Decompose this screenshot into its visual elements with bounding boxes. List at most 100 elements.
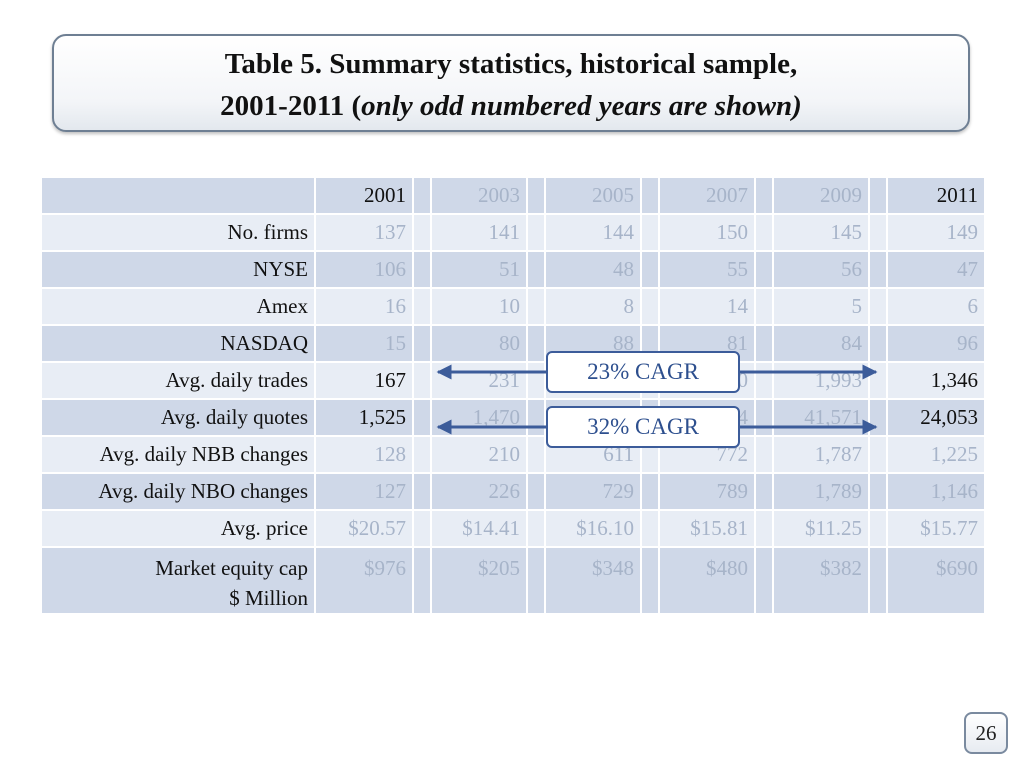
column-gap — [870, 474, 888, 511]
table-cell: 55 — [660, 252, 756, 289]
year-header-2011: 2011 — [888, 178, 986, 215]
table-cell: $205 — [432, 548, 528, 615]
header-label-cell — [42, 178, 316, 215]
column-gap — [528, 215, 546, 252]
column-gap — [870, 252, 888, 289]
header-row: 2001 2003 2005 2007 2009 2011 — [42, 178, 986, 215]
column-gap — [756, 511, 774, 548]
table-row: No. firms 137 141 144 150 145 149 — [42, 215, 986, 252]
column-gap — [414, 252, 432, 289]
table-cell: 8 — [546, 289, 642, 326]
table-cell: 47 — [888, 252, 986, 289]
table-cell: 80 — [432, 326, 528, 363]
year-header-2001: 2001 — [316, 178, 414, 215]
table-cell: 1,525 — [316, 400, 414, 437]
column-gap — [414, 215, 432, 252]
column-gap — [642, 474, 660, 511]
table-cell: 106 — [316, 252, 414, 289]
table-cell: 1,146 — [888, 474, 986, 511]
column-gap — [528, 548, 546, 615]
column-gap — [870, 215, 888, 252]
row-label: Amex — [42, 289, 316, 326]
table-cell: $16.10 — [546, 511, 642, 548]
title-line-2: 2001-2011 (only odd numbered years are s… — [54, 90, 968, 123]
table-cell: 150 — [660, 215, 756, 252]
row-label: Avg. daily NBB changes — [42, 437, 316, 474]
table-cell: 14 — [660, 289, 756, 326]
column-gap — [870, 178, 888, 215]
table-cell: 141 — [432, 215, 528, 252]
row-label: Market equity cap $ Million — [42, 548, 316, 615]
table-cell: 226 — [432, 474, 528, 511]
column-gap — [642, 511, 660, 548]
row-label: Avg. daily quotes — [42, 400, 316, 437]
table-cell: $15.81 — [660, 511, 756, 548]
column-gap — [414, 289, 432, 326]
table-cell: 137 — [316, 215, 414, 252]
table-cell: 51 — [432, 252, 528, 289]
table-cell: 84 — [774, 326, 870, 363]
column-gap — [756, 178, 774, 215]
row-label: No. firms — [42, 215, 316, 252]
table-row: Market equity cap $ Million $976 $205 $348 $4… — [42, 548, 986, 615]
table-cell: $14.41 — [432, 511, 528, 548]
table-cell: 1,789 — [774, 474, 870, 511]
title-line-2-italic: only odd numbered years are shown) — [361, 90, 802, 122]
column-gap — [870, 511, 888, 548]
column-gap — [756, 215, 774, 252]
table-row: Avg. price $20.57 $14.41 $16.10 $15.81 $11.25… — [42, 511, 986, 548]
column-gap — [756, 548, 774, 615]
table-cell: 96 — [888, 326, 986, 363]
table-cell: 167 — [316, 363, 414, 400]
table-cell: 48 — [546, 252, 642, 289]
table-cell: 15 — [316, 326, 414, 363]
table-cell: 145 — [774, 215, 870, 252]
table-row: Avg. daily NBO changes 127 226 729 789 1,789 1… — [42, 474, 986, 511]
column-gap — [528, 474, 546, 511]
table-cell: $690 — [888, 548, 986, 615]
column-gap — [642, 178, 660, 215]
table-cell: 6 — [888, 289, 986, 326]
year-header-2009: 2009 — [774, 178, 870, 215]
table-cell: 128 — [316, 437, 414, 474]
quotes-cagr-callout: 32% CAGR — [546, 406, 740, 448]
year-header-2007: 2007 — [660, 178, 756, 215]
title-line-1: Table 5. Summary statistics, historical … — [224, 48, 798, 80]
column-gap — [414, 326, 432, 363]
column-gap — [414, 474, 432, 511]
column-gap — [414, 363, 432, 400]
table-cell: $20.57 — [316, 511, 414, 548]
table-row: Amex 16 10 8 14 5 6 — [42, 289, 986, 326]
table-cell: 10 — [432, 289, 528, 326]
row-label-line-2: $ Million — [229, 586, 308, 610]
column-gap — [870, 289, 888, 326]
table-cell: $15.77 — [888, 511, 986, 548]
table-cell: $976 — [316, 548, 414, 615]
table-cell: 1,225 — [888, 437, 986, 474]
column-gap — [756, 437, 774, 474]
table-cell: 127 — [316, 474, 414, 511]
table-cell: 789 — [660, 474, 756, 511]
trades-cagr-callout: 23% CAGR — [546, 351, 740, 393]
table-row: NYSE 106 51 48 55 56 47 — [42, 252, 986, 289]
row-label-line-1: Market equity cap — [155, 556, 308, 580]
table-cell: $382 — [774, 548, 870, 615]
column-gap — [414, 400, 432, 437]
row-label: Avg. price — [42, 511, 316, 548]
column-gap — [528, 437, 546, 474]
table-cell: 56 — [774, 252, 870, 289]
column-gap — [870, 437, 888, 474]
column-gap — [642, 548, 660, 615]
column-gap — [642, 289, 660, 326]
year-header-2005: 2005 — [546, 178, 642, 215]
column-gap — [870, 548, 888, 615]
table-cell: 149 — [888, 215, 986, 252]
row-label: NASDAQ — [42, 326, 316, 363]
table-cell: 16 — [316, 289, 414, 326]
column-gap — [528, 326, 546, 363]
table-cell: $480 — [660, 548, 756, 615]
table-cell: 24,053 — [888, 400, 986, 437]
row-label: Avg. daily NBO changes — [42, 474, 316, 511]
table-cell: $348 — [546, 548, 642, 615]
